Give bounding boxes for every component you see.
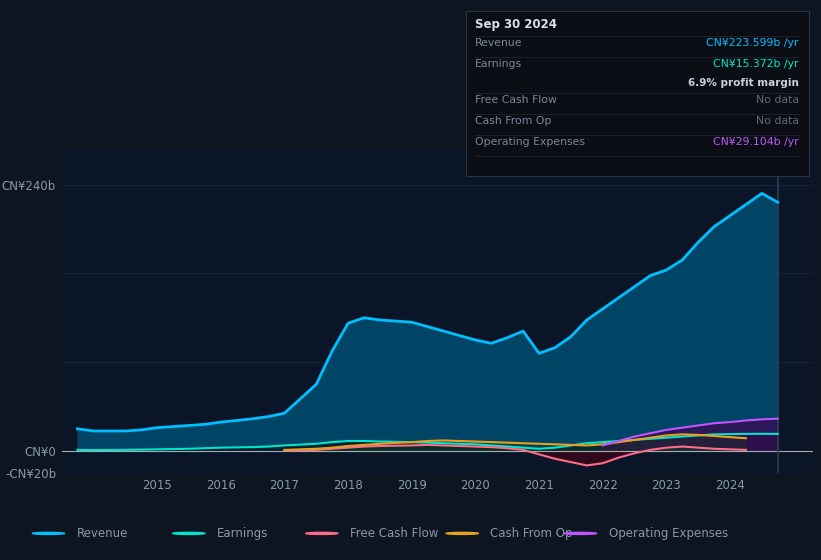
Circle shape: [564, 533, 597, 534]
Text: 6.9% profit margin: 6.9% profit margin: [688, 78, 799, 88]
Text: Free Cash Flow: Free Cash Flow: [350, 527, 438, 540]
Text: No data: No data: [756, 116, 799, 126]
Text: Revenue: Revenue: [76, 527, 128, 540]
Text: Sep 30 2024: Sep 30 2024: [475, 18, 557, 31]
Circle shape: [172, 533, 205, 534]
Text: Operating Expenses: Operating Expenses: [475, 137, 585, 147]
Circle shape: [446, 533, 479, 534]
Text: Revenue: Revenue: [475, 38, 523, 48]
Text: No data: No data: [756, 95, 799, 105]
Text: Cash From Op: Cash From Op: [490, 527, 573, 540]
Text: CN¥15.372b /yr: CN¥15.372b /yr: [713, 59, 799, 69]
Text: Cash From Op: Cash From Op: [475, 116, 552, 126]
Text: Free Cash Flow: Free Cash Flow: [475, 95, 557, 105]
Circle shape: [32, 533, 65, 534]
Text: CN¥29.104b /yr: CN¥29.104b /yr: [713, 137, 799, 147]
Text: Operating Expenses: Operating Expenses: [608, 527, 727, 540]
Text: Earnings: Earnings: [475, 59, 522, 69]
Text: CN¥223.599b /yr: CN¥223.599b /yr: [706, 38, 799, 48]
Circle shape: [305, 533, 338, 534]
Text: Earnings: Earnings: [217, 527, 268, 540]
